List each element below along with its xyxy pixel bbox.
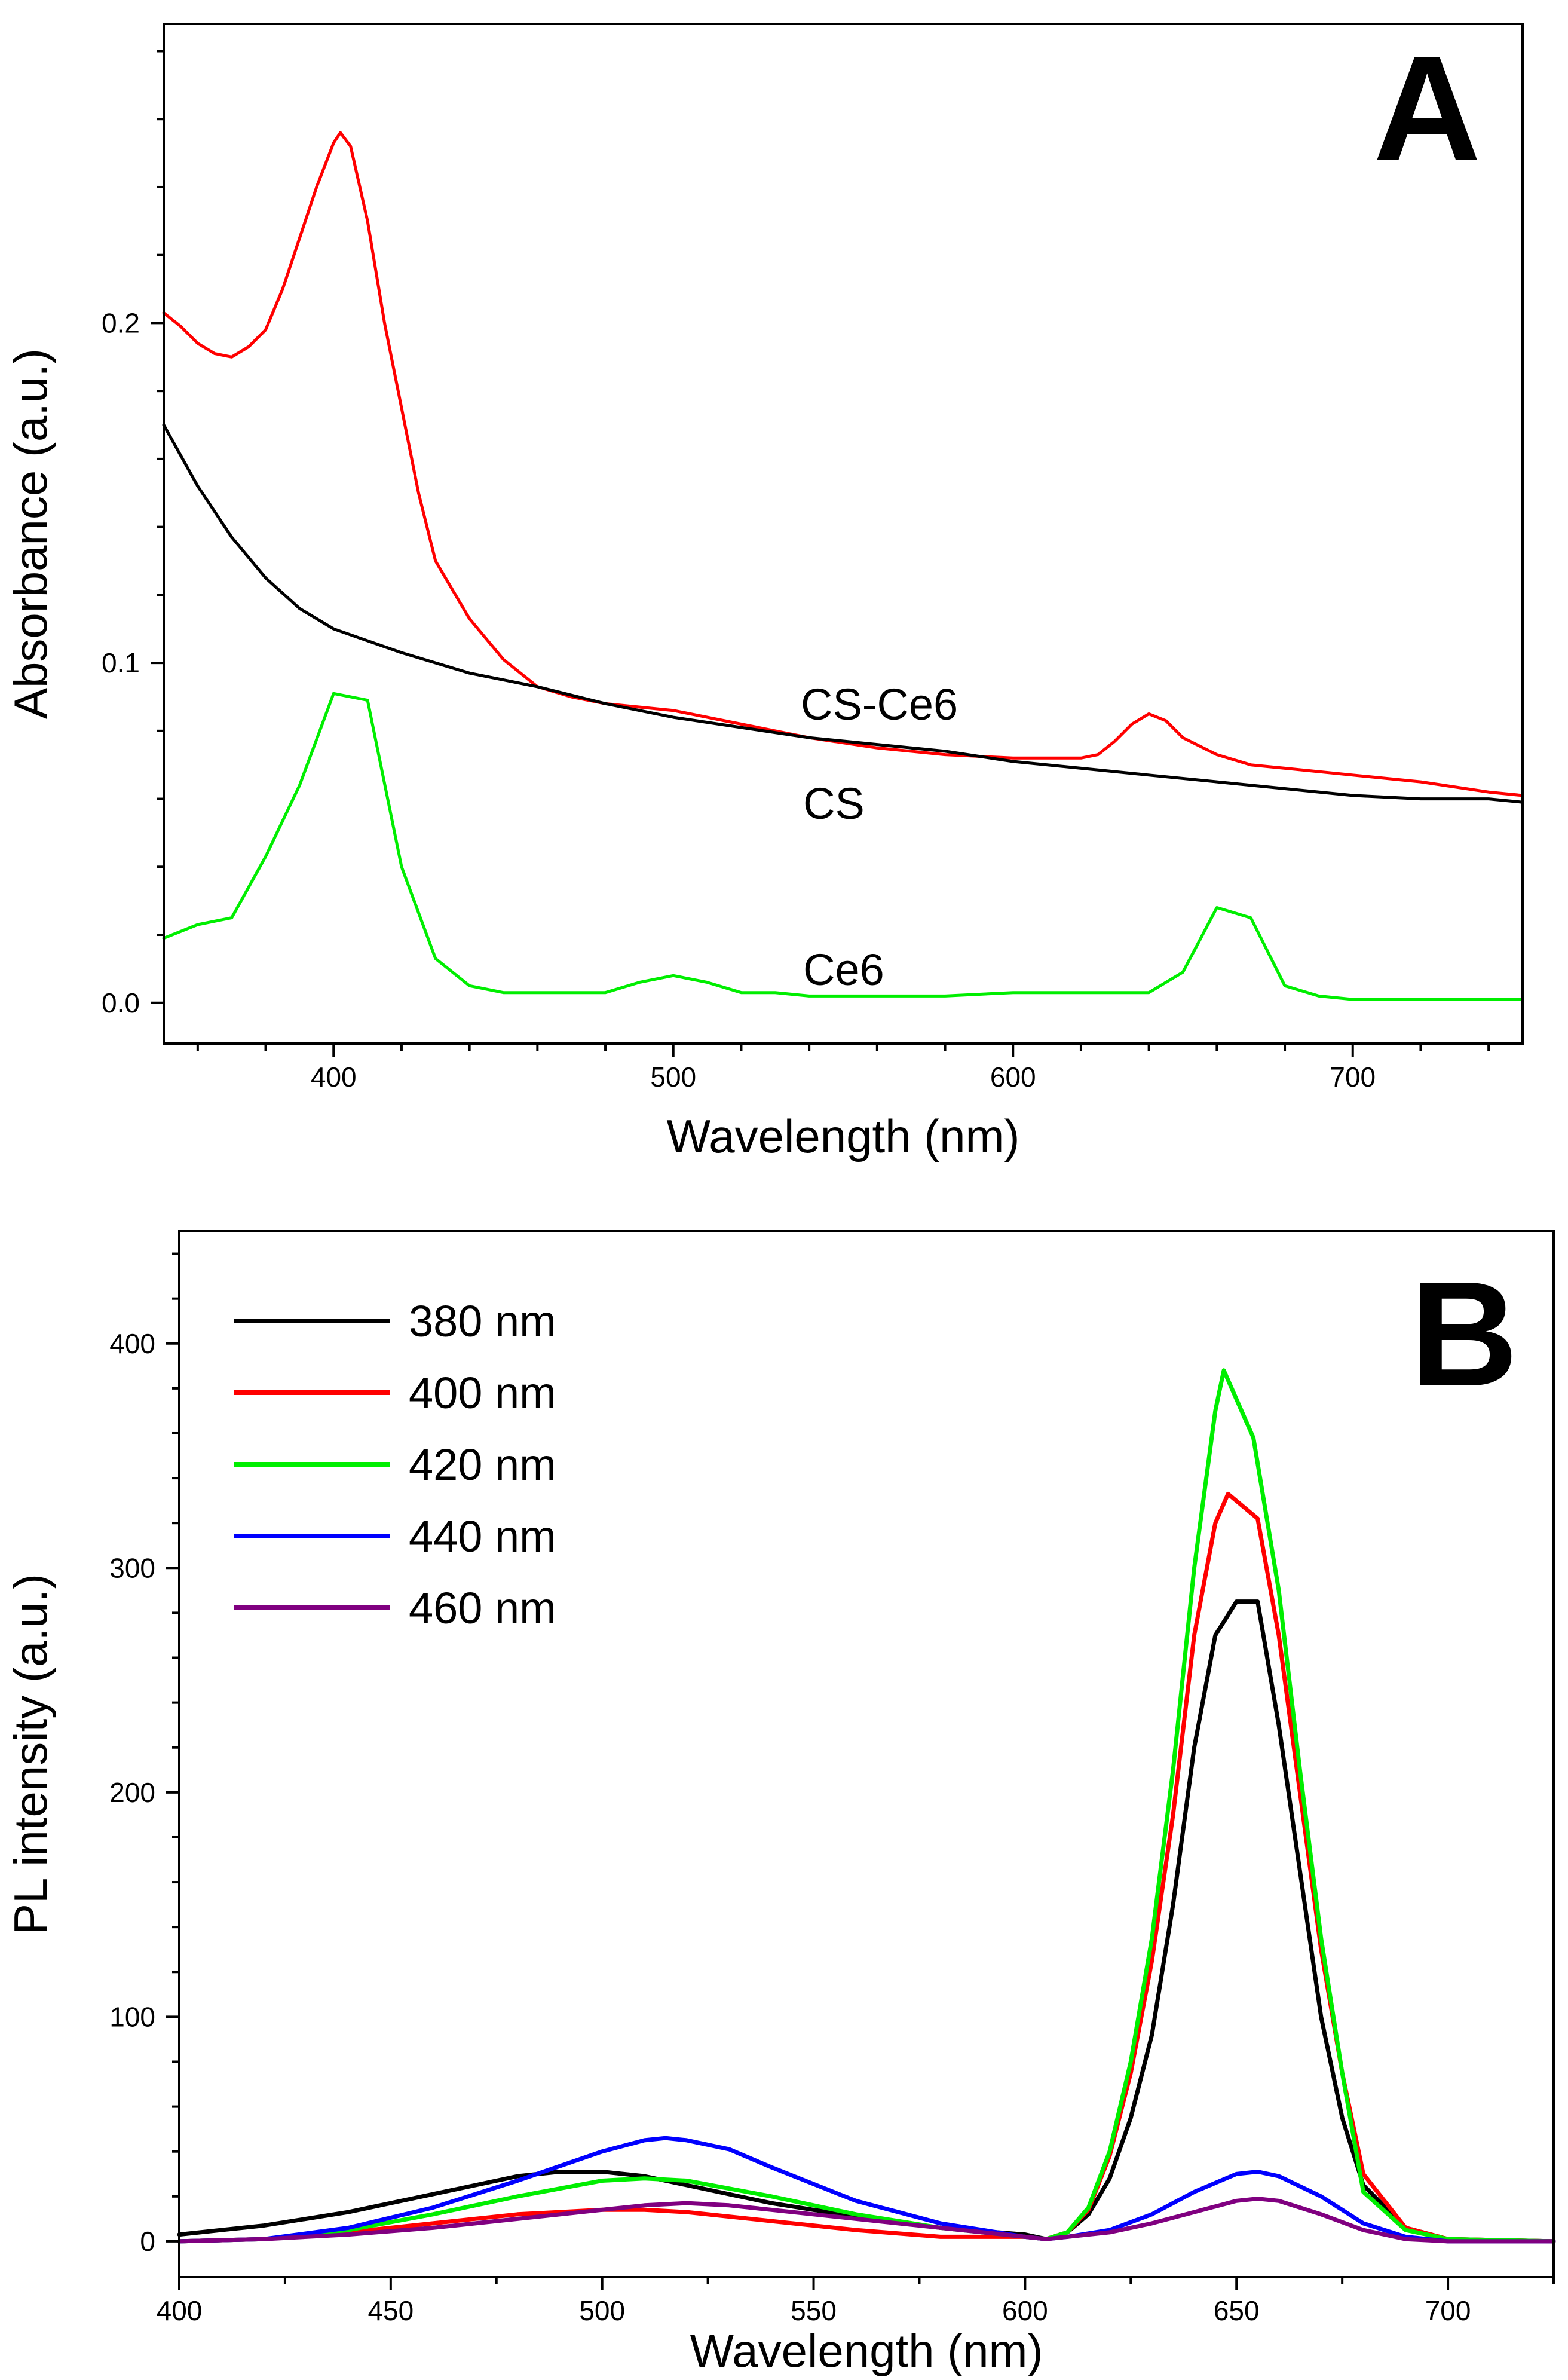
y-axis-label: PL intensity (a.u.) — [4, 1574, 57, 1935]
series-line-460-nm — [177, 2197, 1556, 2244]
y-tick-label: 400 — [109, 1328, 155, 1359]
x-tick-label: 450 — [368, 2295, 414, 2326]
x-tick-label: 400 — [157, 2295, 203, 2326]
x-tick-label: 400 — [311, 1061, 357, 1093]
x-axis-label: Wavelength (nm) — [690, 2324, 1043, 2377]
curve-label: CS-Ce6 — [801, 680, 958, 729]
y-tick-label: 200 — [109, 1777, 155, 1808]
legend-label: 440 nm — [409, 1512, 556, 1561]
plot-area — [162, 131, 1524, 1001]
legend-label: 460 nm — [409, 1583, 556, 1633]
legend-label: 420 nm — [409, 1440, 556, 1489]
plot-frame — [163, 23, 1524, 1045]
y-tick-label: 100 — [109, 2001, 155, 2032]
plot-frame — [178, 1230, 1555, 2278]
y-tick-label: 0.0 — [102, 987, 140, 1018]
legend-label: 400 nm — [409, 1368, 556, 1418]
plot-area — [177, 1368, 1556, 2244]
y-tick-label: 300 — [109, 1552, 155, 1583]
y-tick-label: 0 — [140, 2226, 155, 2257]
curve-label: CS — [803, 779, 865, 828]
curve-label: Ce6 — [803, 945, 884, 995]
x-tick-label: 600 — [1002, 2295, 1048, 2326]
x-tick-label: 550 — [791, 2295, 837, 2326]
x-axis-label: Wavelength (nm) — [667, 1110, 1020, 1163]
x-tick-label: 700 — [1425, 2295, 1471, 2326]
y-tick-label: 0.1 — [102, 647, 140, 678]
panel-b: 400 450 500 550 600 650 700 0 100 200 300 400 Wavele… — [4, 1230, 1556, 2377]
series-line-420-nm — [177, 1368, 1556, 2244]
x-tick-label: 500 — [579, 2295, 625, 2326]
y-axis-label: Absorbance (a.u.) — [4, 348, 57, 719]
y-tick-label: 0.2 — [102, 307, 140, 338]
legend-label: 380 nm — [409, 1296, 556, 1346]
series-line-ce6 — [162, 692, 1524, 1001]
legend: 380 nm 400 nm 420 nm 440 nm 460 nm — [234, 1296, 556, 1633]
panel-label: A — [1373, 25, 1481, 192]
panel-label: B — [1410, 1250, 1518, 1417]
series-line-cs — [162, 423, 1524, 804]
panel-a: 400 500 600 700 0.0 0.1 0.2 Wavelength (nm) Abso… — [4, 23, 1524, 1163]
x-tick-label: 500 — [650, 1061, 696, 1093]
series-line-380-nm — [177, 1599, 1556, 2244]
series-line-cs-ce6 — [162, 131, 1524, 797]
x-tick-label: 650 — [1214, 2295, 1260, 2326]
x-tick-label: 600 — [990, 1061, 1036, 1093]
x-tick-label: 700 — [1330, 1061, 1376, 1093]
